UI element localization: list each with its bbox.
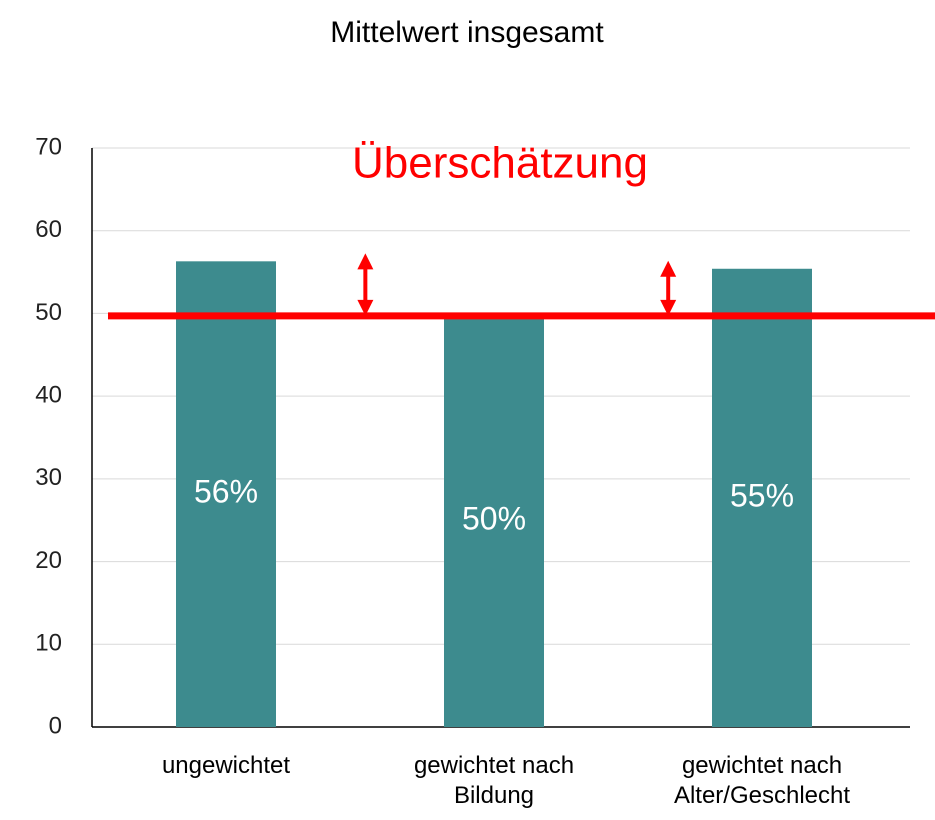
value-label: 50% (462, 500, 526, 536)
arrow-head (660, 299, 677, 316)
value-label: 55% (730, 477, 794, 513)
y-tick-label: 30 (35, 464, 62, 491)
value-label: 56% (194, 474, 258, 510)
y-tick-label: 50 (35, 299, 62, 326)
arrow-head (357, 253, 374, 270)
bar (444, 315, 544, 727)
annotation: Überschätzung (352, 139, 648, 188)
y-tick-label: 40 (35, 381, 62, 408)
x-tick-label: gewichtet nach Alter/Geschlecht (673, 752, 851, 809)
y-tick-label: 10 (35, 630, 62, 657)
y-tick-label: 60 (35, 216, 62, 243)
bar (712, 268, 812, 727)
arrow-head (660, 260, 677, 277)
y-tick-label: 20 (35, 547, 62, 574)
y-tick-label: 70 (35, 133, 62, 160)
arrow-head (357, 299, 374, 316)
chart-title: Mittelwert insgesamt (330, 16, 604, 49)
x-tick-label: gewichtet nach Bildung (413, 752, 575, 809)
y-tick-label: 0 (49, 712, 62, 739)
bar (176, 261, 276, 727)
x-tick-label: ungewichtet (161, 752, 291, 779)
